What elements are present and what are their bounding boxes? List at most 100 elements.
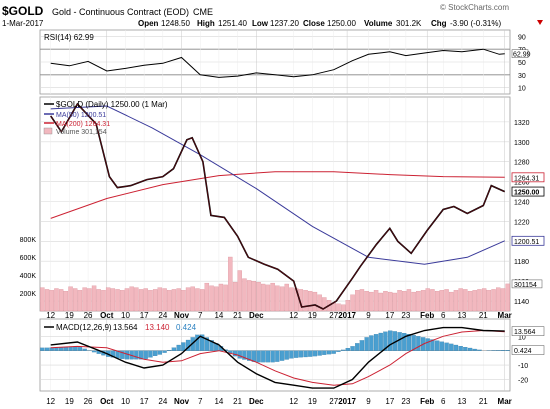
macd-hist-bar [505,350,510,351]
volume-bar [486,290,492,312]
volume-bar [157,287,163,312]
volume-bar [58,289,64,312]
price-tags: 1264.31 1250.00 1200.51 [511,172,545,246]
x-tick-label-mid: 14 [214,311,223,320]
x-tick-label-bottom: 21 [479,397,488,406]
macd-hist-tag [511,345,545,355]
macd-hist-bar [425,338,430,351]
volume-bar [228,256,233,312]
volume-label: Volume [364,19,393,28]
volume-bar [500,288,506,312]
macd-hist-bar [416,336,421,351]
macd-hist-bar [444,342,449,351]
macd-hist-bar [341,349,346,351]
volume-bar [369,291,374,312]
rsi-line [50,48,505,78]
volume-legend: Volume 301,154 [56,129,107,136]
volume-bar [185,287,191,312]
volume-bar [322,297,327,312]
x-tick-label-mid: Mar [498,311,512,320]
macd-hist-bar [171,347,177,351]
volume-bar [430,289,435,312]
date-label: 1-Mar-2017 [2,19,44,28]
x-tick-label-mid: 12 [289,311,298,320]
macd-hist-bar [453,344,459,351]
volume-bar [232,282,238,312]
rsi-tick-label: 90 [518,34,526,41]
high-value: 1251.40 [218,19,247,28]
price-tick-label: 1220 [514,219,530,226]
x-tick-label-bottom: 19 [65,397,74,406]
volume-bar [406,289,412,312]
x-tick-label-mid: Feb [420,311,434,320]
volume-bar [167,290,172,312]
macd-hist-bar [430,339,435,351]
macd-hist-bar [350,346,355,351]
volume-bar [364,291,369,312]
volume-bar [44,289,50,312]
x-tick-label-bottom: 12 [46,397,55,406]
macd-hist-bar [40,347,45,351]
x-tick-label-bottom: Oct [100,397,114,406]
volume-bar [481,288,487,312]
volume-bar [190,286,195,312]
chg-label: Chg [431,19,447,28]
volume-bar [350,294,355,312]
macd-current-tag-label: 13.564 [514,329,536,336]
macd-hist-bar [463,347,468,351]
volume-bar [425,288,430,312]
volume-bar [312,291,318,312]
x-tick-label-bottom: 10 [121,397,130,406]
volume-bar [129,286,134,312]
macd-hist-bar [200,334,205,351]
volume-bar [237,270,242,312]
macd-hist-bar [397,332,402,351]
open-label: Open [138,19,159,28]
volume-bar [449,291,454,312]
x-tick-label-bottom: 9 [366,397,371,406]
high-label: High [197,19,215,28]
volume-bar [303,290,308,312]
volume-bar [275,285,280,312]
volume-bar [402,291,407,312]
x-tick-label-bottom: 13 [457,397,466,406]
volume-bar [383,291,388,312]
series-lines [50,48,506,389]
x-tick-label-mid: 9 [366,311,371,320]
volume-bar [73,288,78,312]
macd-hist-bar [279,350,285,361]
volume-bar [82,287,87,312]
ma50-price-tag-label: 1200.51 [514,239,539,246]
hist-legend-value: 0.424 [176,323,197,332]
volume-bar [148,290,153,312]
rsi-tick-label: 30 [518,73,526,80]
x-tick-label-mid: 6 [441,311,446,320]
x-tick-label-bottom: 19 [308,397,317,406]
macd-hist-bar [265,350,271,363]
volume-value: 301.2K [396,19,422,28]
x-tick-label-bottom: 2017 [338,397,356,406]
x-tick-label-mid: 19 [65,311,74,320]
ma50-legend: MA(50) 1200.51 [56,112,106,119]
exchange-label: CME [193,7,213,17]
macd-hist-bar [195,334,200,351]
x-tick-label-mid: 24 [158,311,167,320]
macd-hist-bar [134,350,139,360]
macd-hist-bar [322,350,327,355]
volume-bar [54,288,59,312]
macd-hist-bar [345,348,350,351]
volume-bar [308,291,313,312]
volume-bar [138,289,144,312]
x-tick-label-mid: 7 [198,311,203,320]
volume-bar [411,291,416,312]
rsi-current-tag [511,49,529,58]
volume-bar [336,303,341,312]
rsi-tick-label: 10 [518,86,526,93]
volume-bar [68,286,73,312]
macd-hist-bar [138,350,144,360]
macd-hist-bar [312,350,318,357]
volume-bar [420,290,426,312]
macd-signal-line [50,329,505,386]
volume-bar [467,291,473,312]
x-tick-label-bottom: 23 [401,397,410,406]
